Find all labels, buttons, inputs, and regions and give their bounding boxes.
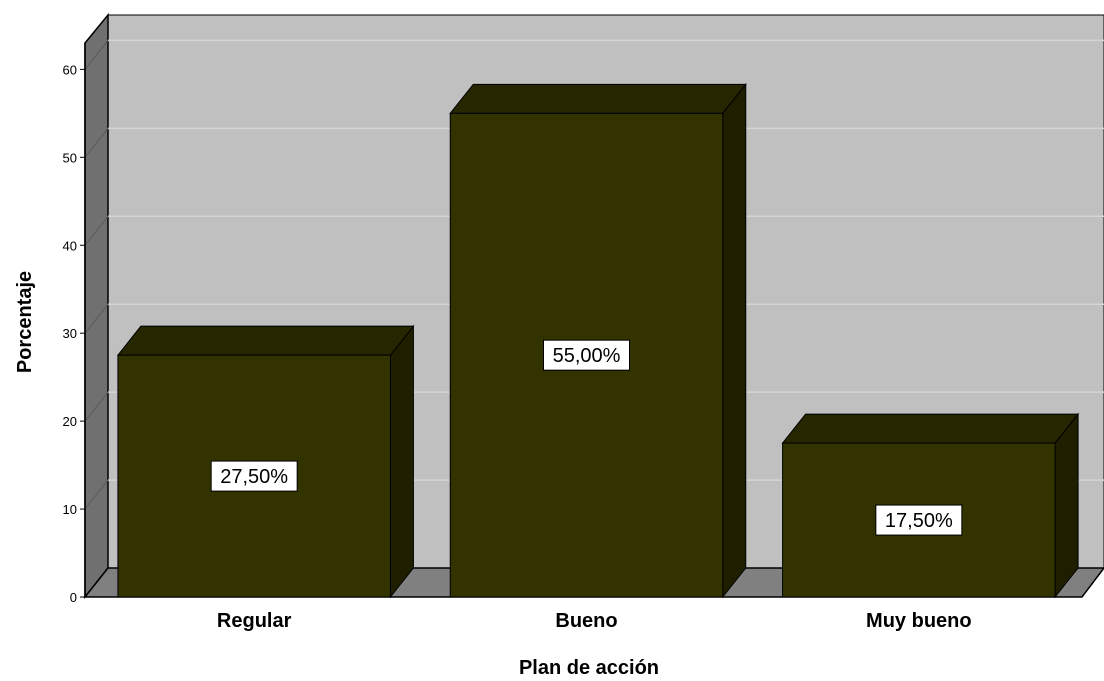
data-label-box [210, 460, 298, 492]
bar-regular: 27,50% [116, 324, 415, 599]
plot-left-wall [84, 12, 109, 600]
gridline-wall [84, 128, 109, 158]
bar-top [116, 325, 415, 356]
y-tick-label: 10 [63, 502, 77, 517]
x-axis-title: Plan de acción [519, 657, 659, 679]
y-tick-label: 20 [63, 414, 77, 429]
gridline-wall [84, 40, 109, 70]
bars: 27,50% 55,00% 17,50% [116, 82, 1080, 599]
x-tick-label: Bueno [555, 610, 617, 632]
y-axis: 0 10 20 30 40 50 60 [63, 43, 86, 605]
gridline-wall [84, 479, 109, 510]
bar-side [1054, 412, 1079, 599]
data-label-text: 27,50% [220, 466, 288, 488]
y-tick-label: 60 [63, 62, 77, 77]
y-axis-title: Porcentaje [14, 271, 36, 373]
data-label-text: 17,50% [885, 510, 953, 532]
data-label: 27,50% [210, 460, 298, 492]
bar-muy-bueno: 17,50% [781, 412, 1080, 599]
x-tick-label: Muy bueno [866, 610, 972, 632]
y-tick-label: 40 [63, 238, 77, 253]
y-tick-label: 0 [70, 590, 77, 605]
bar-side [389, 324, 414, 599]
gridline-wall [84, 215, 109, 246]
data-label: 17,50% [875, 504, 963, 536]
data-label: 55,00% [543, 339, 630, 371]
y-tick-label: 50 [63, 150, 77, 165]
bar-side [722, 82, 747, 599]
bar-top [449, 83, 747, 114]
data-label-text: 55,00% [553, 345, 621, 367]
x-tick-label: Regular [217, 610, 292, 632]
bar-top [781, 413, 1080, 444]
y-tick-label: 30 [63, 326, 77, 341]
data-label-box [543, 339, 630, 371]
gridline-wall [84, 303, 109, 334]
gridline-wall [84, 391, 109, 422]
bar-bueno: 55,00% [449, 82, 747, 599]
data-label-box [875, 504, 963, 536]
x-axis: Regular Bueno Muy bueno [217, 610, 972, 632]
